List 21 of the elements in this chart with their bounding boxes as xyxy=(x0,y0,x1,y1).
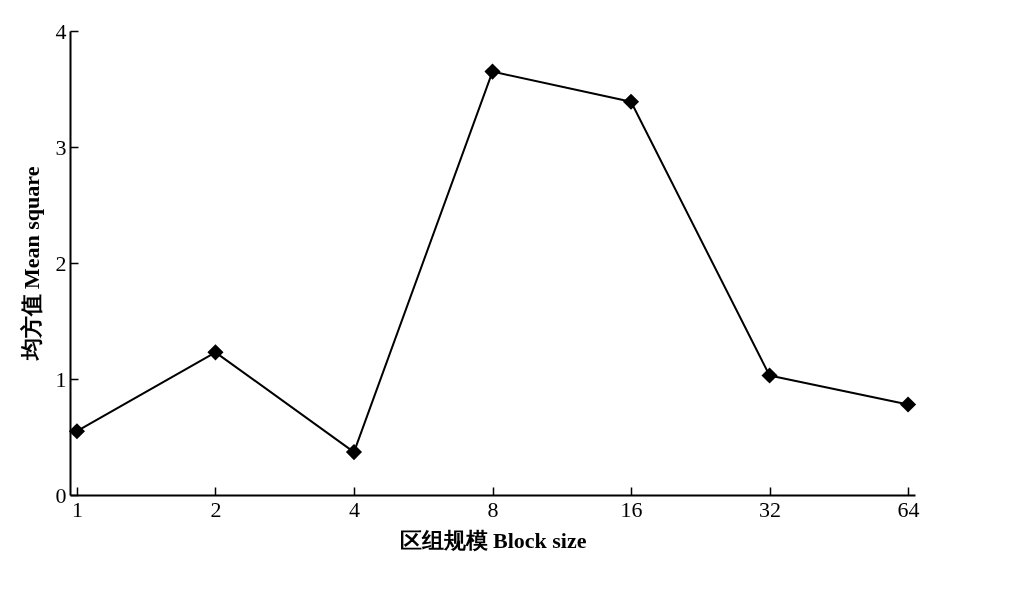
y-axis-title: 均方值 Mean square xyxy=(18,166,44,362)
point xyxy=(207,344,224,361)
x-tick-label: 1 xyxy=(71,496,83,522)
y-tick-label: 2 xyxy=(55,250,67,276)
y-tick-label: 0 xyxy=(55,482,67,508)
x-tick-label: 8 xyxy=(487,496,499,522)
y-tick-label: 3 xyxy=(55,134,67,160)
y-tick-label: 4 xyxy=(55,18,67,44)
x-tick-label: 16 xyxy=(620,496,643,522)
point xyxy=(484,63,501,80)
x-tick-label: 4 xyxy=(348,496,360,522)
x-tick-label: 32 xyxy=(759,496,782,522)
point xyxy=(345,444,363,461)
x-tick-label: 2 xyxy=(210,496,222,522)
x-axis-title: 区组规模 Block size xyxy=(399,527,587,553)
point xyxy=(761,367,778,384)
point xyxy=(68,423,85,440)
x-tick-label: 64 xyxy=(897,496,920,522)
y-tick-label: 1 xyxy=(55,366,67,392)
point xyxy=(622,93,640,110)
point xyxy=(900,396,917,413)
